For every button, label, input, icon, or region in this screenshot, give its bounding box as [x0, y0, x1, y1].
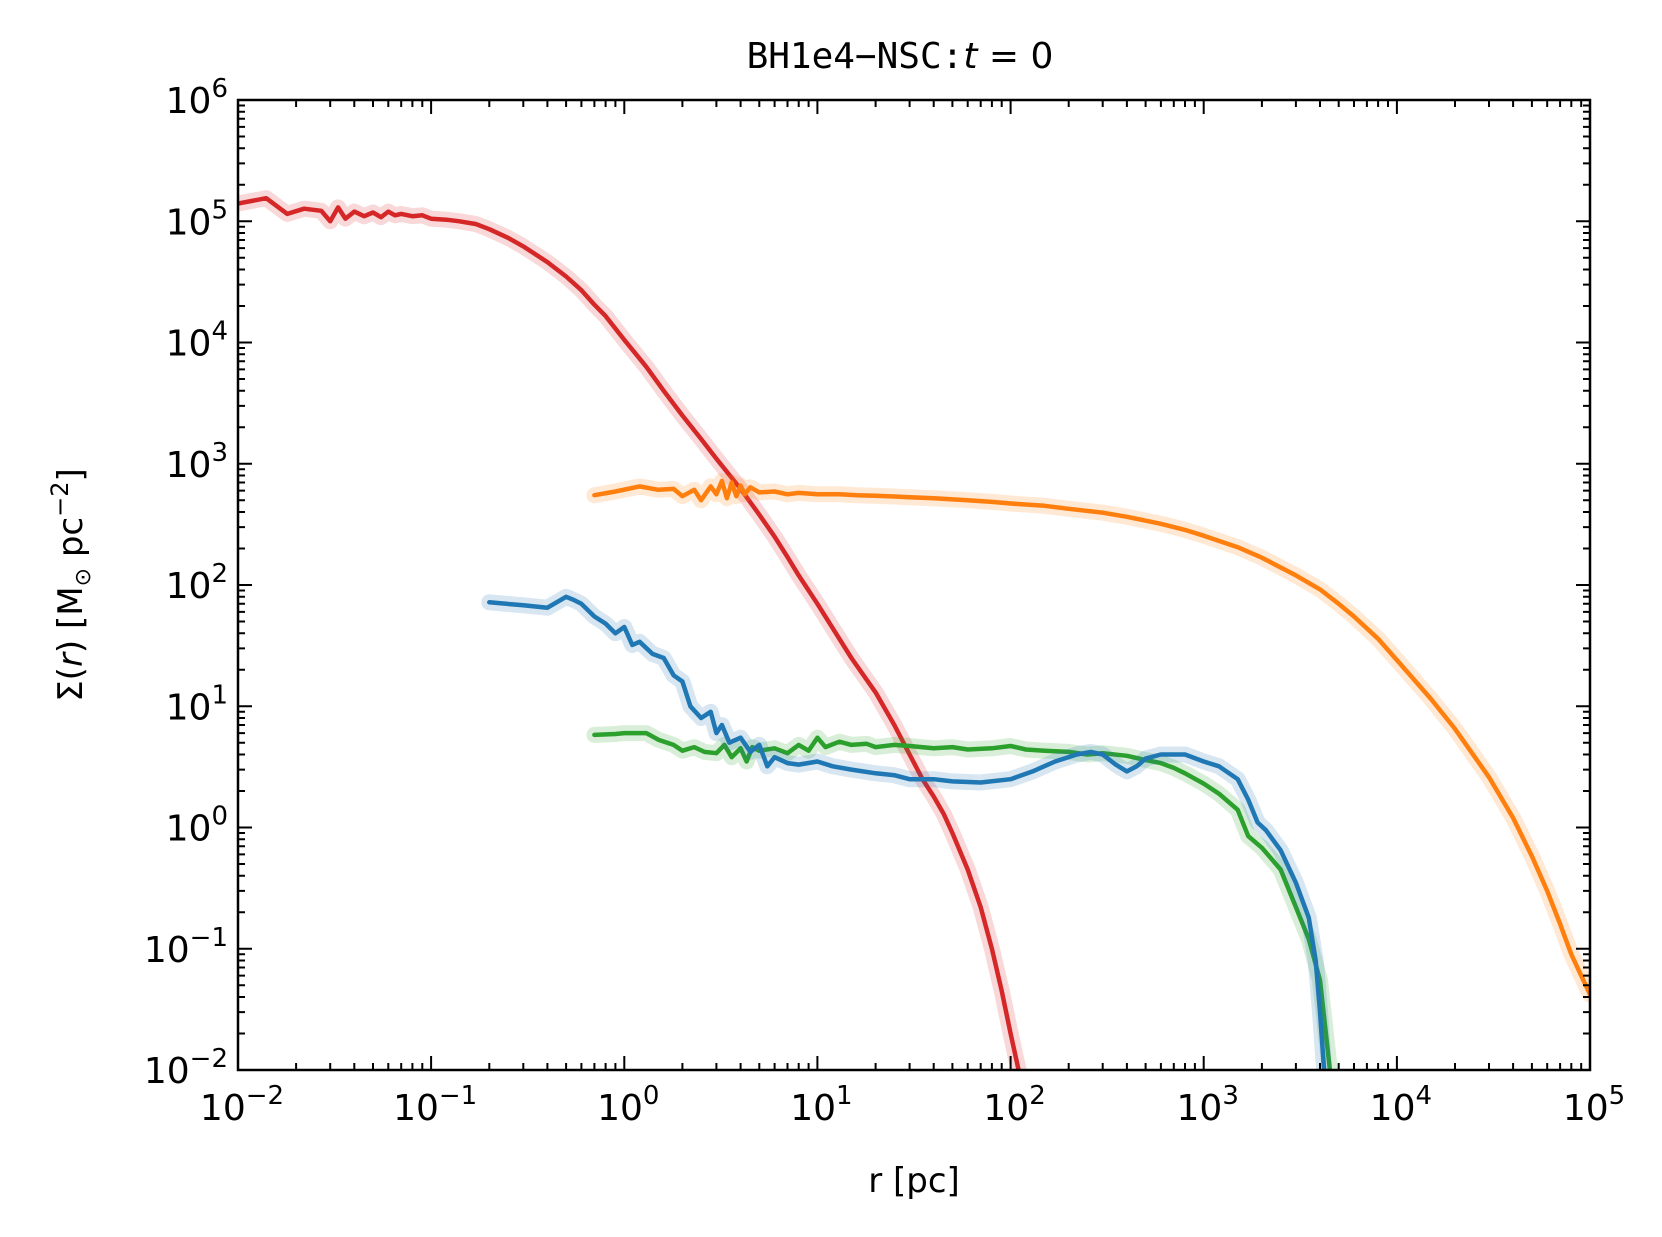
series-0-line — [238, 195, 1021, 1070]
y-tick-label-3: 101 — [166, 680, 228, 728]
x-tick-label-4: 102 — [983, 1081, 1045, 1129]
chart-title: BH1e4−NSC:t = 0 — [747, 36, 1054, 77]
series-layer — [238, 190, 1590, 1070]
y-tick-label-2: 100 — [166, 802, 228, 850]
x-tick-label-7: 105 — [1563, 1081, 1625, 1129]
tick-layer — [237, 99, 1591, 1071]
y-tick-label-5: 103 — [166, 438, 228, 486]
series-1-line — [592, 478, 1590, 997]
series-3-band — [481, 588, 1333, 1070]
series-2-line — [592, 730, 1333, 1070]
y-tick-label-7: 105 — [166, 195, 228, 243]
x-tick-label-1: 10−1 — [393, 1081, 477, 1129]
y-tick-label-6: 104 — [166, 317, 228, 365]
x-tick-label-6: 104 — [1370, 1081, 1432, 1129]
axis-ticks — [237, 99, 1591, 1071]
x-tick-labels: 10−2 10−1 100 101 102 103 104 105 — [200, 1081, 1625, 1129]
plot-frame — [236, 98, 1592, 1072]
y-tick-label-8: 106 — [166, 74, 228, 122]
x-tick-label-5: 103 — [1177, 1081, 1239, 1129]
x-axis-label: r [pc] — [868, 1161, 960, 1201]
x-tick-label-0: 10−2 — [200, 1081, 284, 1129]
x-tick-label-2: 100 — [597, 1081, 659, 1129]
series-3-line — [487, 594, 1327, 1070]
x-tick-label-3: 101 — [790, 1081, 852, 1129]
y-axis-label: Σ(r) [M⊙ pc−2] — [46, 468, 96, 702]
y-tick-labels: 10−2 10−1 100 101 102 103 104 105 106 — [144, 74, 228, 1092]
y-tick-label-1: 10−1 — [144, 923, 228, 971]
y-tick-label-0: 10−2 — [144, 1044, 228, 1092]
y-tick-label-4: 102 — [166, 559, 228, 607]
